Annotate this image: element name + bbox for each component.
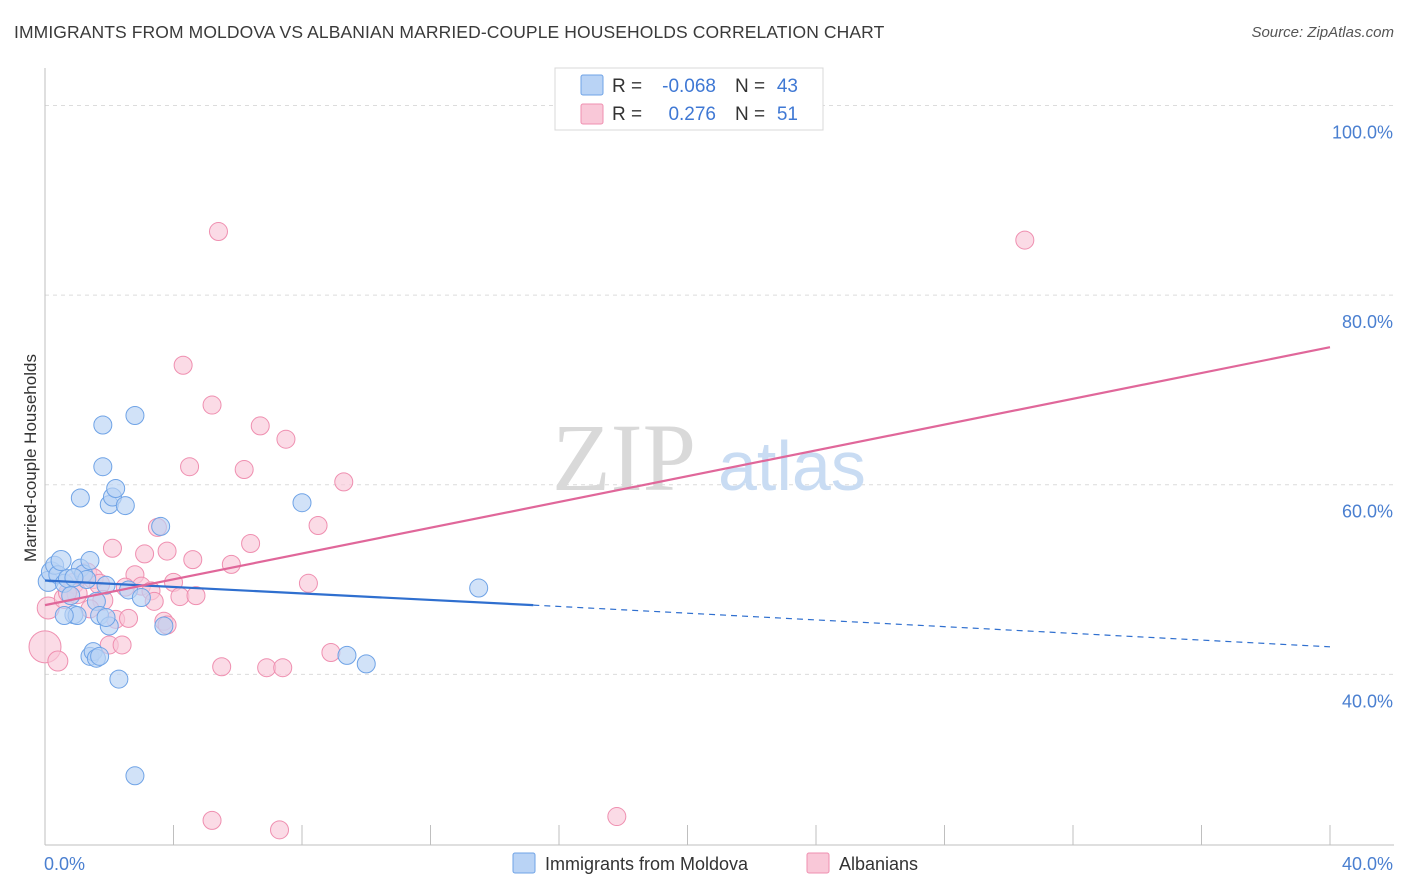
moldova-point: [93, 415, 113, 435]
moldova-point: [469, 578, 489, 598]
albanian-point: [47, 650, 69, 672]
moldova-point: [93, 457, 113, 477]
albanian-point: [270, 820, 290, 840]
moldova-point: [131, 588, 151, 608]
albanian-point: [119, 608, 139, 628]
albanian-trendline: [44, 346, 1331, 607]
watermark-zip: ZIP: [552, 404, 696, 511]
albanian-point: [102, 538, 122, 558]
legend-label-albanians: Albanians: [839, 854, 918, 874]
moldova-trendline-extension: [533, 604, 1331, 648]
albanian-point: [135, 544, 155, 564]
legend-n-label: N =: [735, 76, 765, 97]
moldova-point: [54, 606, 74, 626]
legend-r-label: R =: [612, 76, 642, 97]
legend-n-value: 51: [777, 104, 798, 125]
chart-title: IMMIGRANTS FROM MOLDOVA VS ALBANIAN MARR…: [14, 22, 885, 42]
albanian-point: [234, 460, 254, 480]
moldova-point: [292, 493, 312, 513]
legend-label-moldova: Immigrants from Moldova: [545, 854, 749, 874]
albanian-point: [202, 810, 222, 830]
albanian-point: [221, 554, 241, 574]
albanian-point: [250, 416, 270, 436]
legend-swatch-albanians: [806, 852, 830, 874]
legend-r-label: R =: [612, 104, 642, 125]
albanian-point: [183, 550, 203, 570]
moldova-point: [125, 766, 145, 786]
x-tick-label: 0.0%: [44, 854, 85, 874]
albanian-point: [186, 586, 206, 606]
x-tick-labels: 0.0% 40.0%: [44, 854, 1393, 874]
moldova-point: [96, 607, 116, 627]
albanian-point: [1015, 230, 1035, 250]
legend-swatch-blue: [580, 74, 604, 96]
moldova-point: [90, 646, 110, 666]
moldova-point: [64, 568, 84, 588]
y-tick-label: 80.0%: [1342, 312, 1393, 332]
albanian-point: [298, 573, 318, 593]
moldova-point: [337, 645, 357, 665]
albanian-point: [334, 472, 354, 492]
moldova-point: [151, 516, 171, 536]
x-tick-label: 40.0%: [1342, 854, 1393, 874]
trendlines: [44, 346, 1331, 648]
moldova-point: [80, 551, 100, 571]
moldova-point: [109, 669, 129, 689]
moldova-point: [356, 654, 376, 674]
moldova-point: [125, 405, 145, 425]
axes: [44, 68, 1394, 846]
albanian-point: [208, 222, 228, 242]
legend-swatch-pink: [580, 103, 604, 125]
albanian-point: [257, 658, 277, 678]
albanian-point: [241, 533, 261, 553]
legend-swatch-moldova: [512, 852, 536, 874]
albanian-point: [308, 515, 328, 535]
series-legend: Immigrants from Moldova Albanians: [512, 852, 918, 874]
albanian-point: [607, 807, 627, 827]
moldova-point: [50, 550, 72, 572]
y-tick-label: 60.0%: [1342, 502, 1393, 522]
moldova-point: [96, 575, 116, 595]
moldova-trendline: [44, 579, 534, 607]
correlation-legend: R = -0.068 N = 43 R = 0.276 N = 51: [554, 67, 824, 131]
legend-r-value: 0.276: [668, 104, 716, 125]
albanian-point: [202, 395, 222, 415]
albanian-point: [321, 643, 341, 663]
albanian-point: [212, 657, 232, 677]
y-tick-label: 100.0%: [1332, 122, 1393, 142]
y-tick-labels: 40.0% 60.0% 80.0% 100.0%: [1332, 122, 1393, 711]
y-axis-label: Married-couple Households: [21, 354, 40, 562]
moldova-point: [154, 616, 174, 636]
albanian-point: [112, 635, 132, 655]
source-label: Source: ZipAtlas.com: [1251, 24, 1394, 41]
y-tick-label: 40.0%: [1342, 691, 1393, 711]
moldova-point: [115, 496, 135, 516]
legend-r-value: -0.068: [662, 76, 716, 97]
moldova-point: [70, 488, 90, 508]
series-albanians: [28, 222, 1035, 840]
albanian-point: [276, 429, 296, 449]
gridlines: [45, 104, 1394, 675]
legend-n-value: 43: [777, 76, 798, 97]
albanian-point: [173, 355, 193, 375]
albanian-point: [180, 457, 200, 477]
albanian-point: [157, 541, 177, 561]
legend-n-label: N =: [735, 104, 765, 125]
albanian-point: [170, 587, 190, 607]
moldova-point: [106, 478, 126, 498]
albanian-point: [273, 658, 293, 678]
